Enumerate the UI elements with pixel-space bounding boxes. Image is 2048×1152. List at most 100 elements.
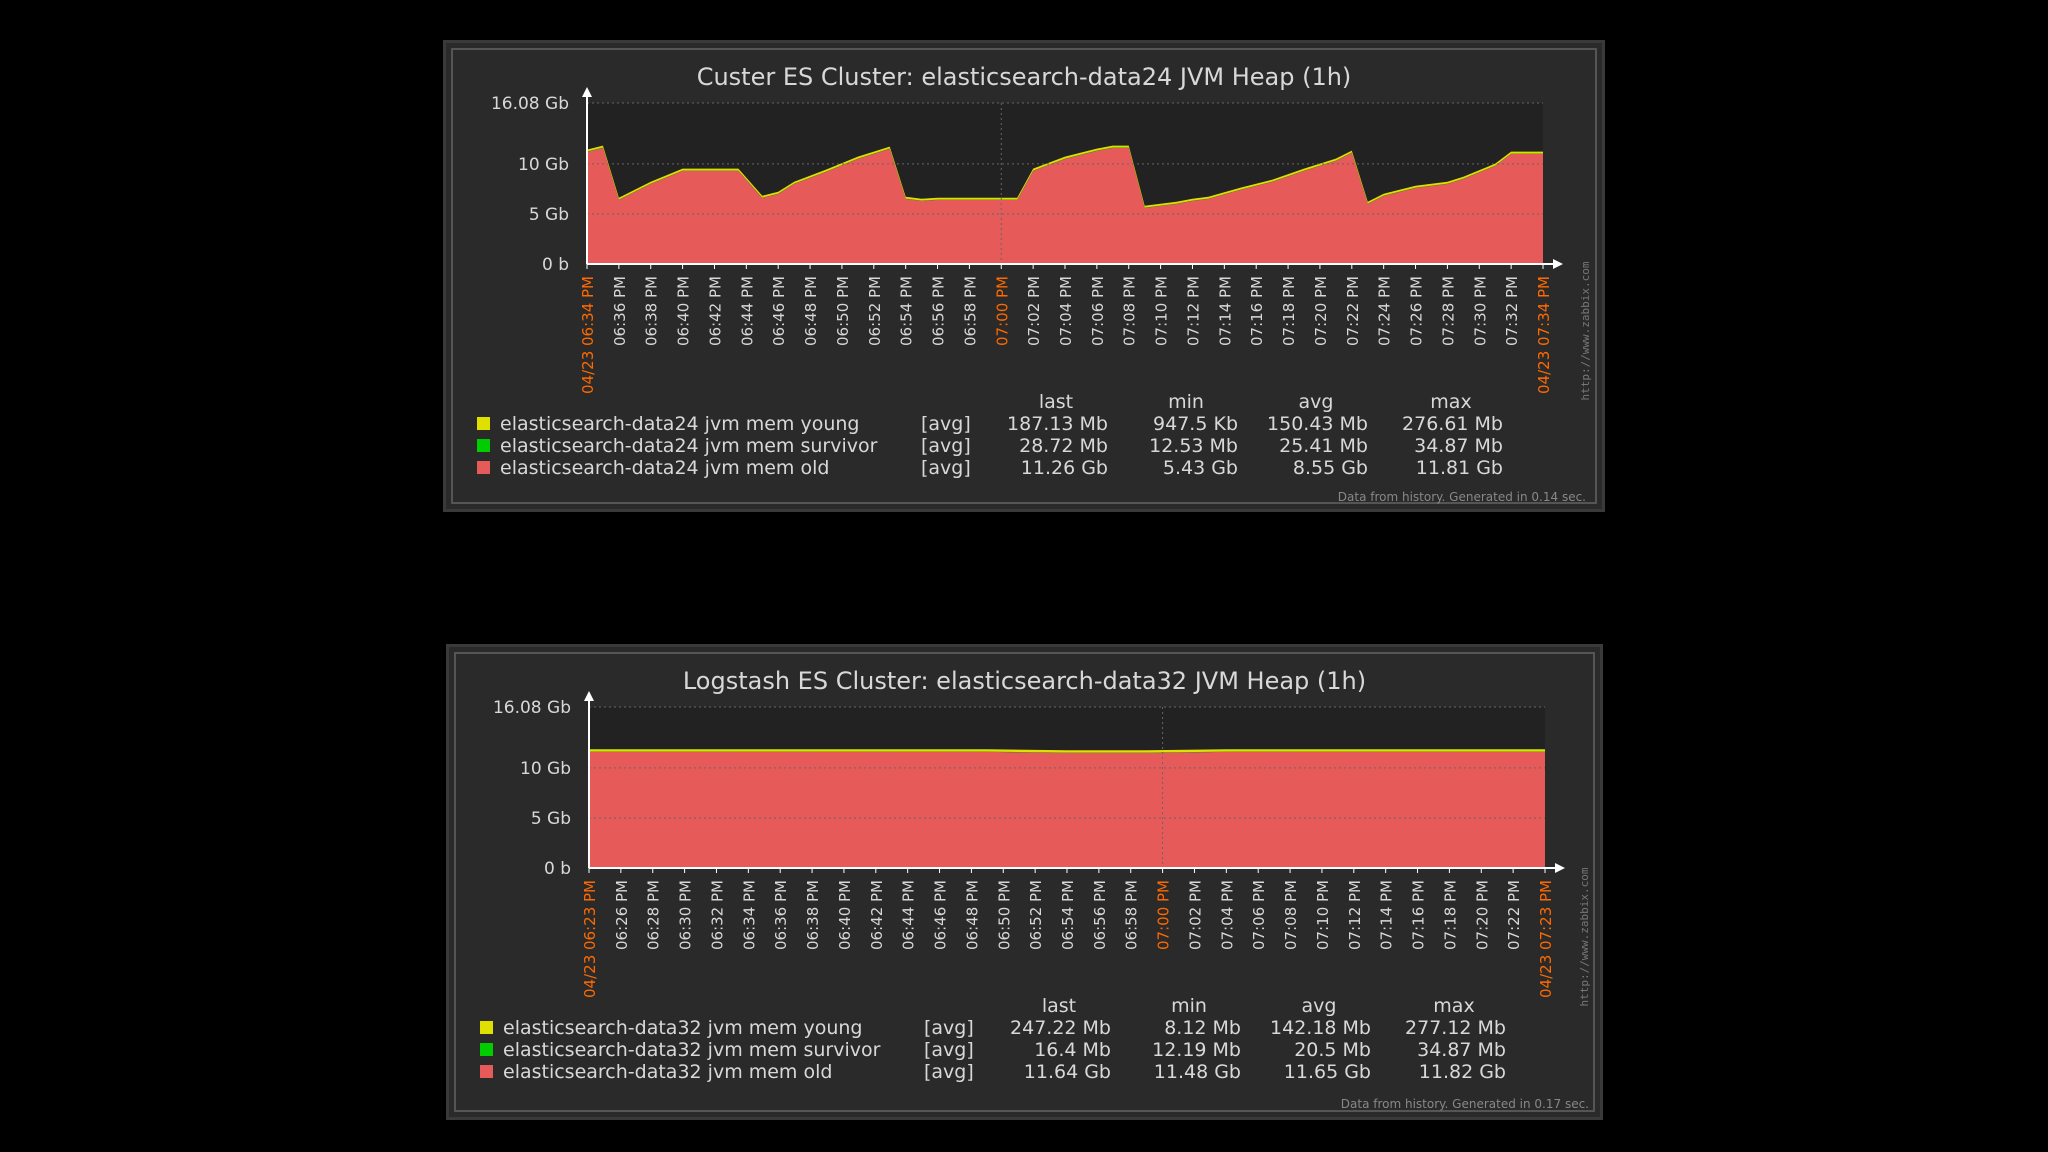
legend-value-min: 8.12 Mb [1164,1017,1241,1039]
x-tick-label: 07:02 PM [1025,276,1043,346]
legend-value-min: 947.5 Kb [1153,413,1238,435]
x-tick-label: 06:52 PM [866,276,884,346]
legend-series-name: elasticsearch-data24 jvm mem young [500,413,860,435]
legend-function: [avg] [924,1039,974,1061]
y-tick-label: 16.08 Gb [491,94,569,114]
x-tick-label: 07:20 PM [1473,880,1491,950]
x-tick-label: 06:44 PM [900,880,918,950]
y-tick-label: 0 b [544,859,571,879]
x-tick-label: 06:58 PM [961,276,979,346]
x-tick-label: 07:18 PM [1441,880,1459,950]
chart-title: Logstash ES Cluster: elasticsearch-data3… [683,667,1366,695]
x-tick-label: 07:08 PM [1121,276,1139,346]
chart-title: Custer ES Cluster: elasticsearch-data24 … [697,63,1352,91]
legend-value-max: 11.82 Gb [1419,1061,1506,1083]
x-axis-arrow [1553,259,1563,269]
legend-value-min: 5.43 Gb [1163,457,1238,479]
legend-value-avg: 11.65 Gb [1284,1061,1371,1083]
x-tick-label: 06:56 PM [1091,880,1109,950]
x-tick-label: 06:32 PM [708,880,726,950]
x-tick-label: 06:48 PM [963,880,981,950]
x-tick-label: 07:18 PM [1280,276,1298,346]
zabbix-watermark: http://www.zabbix.com [1579,261,1592,400]
legend-value-max: 11.81 Gb [1416,457,1503,479]
legend-header-last: last [1042,995,1076,1017]
x-tick-label: 07:02 PM [1186,880,1204,950]
y-tick-label: 0 b [542,255,569,275]
legend-series-name: elasticsearch-data32 jvm mem old [503,1061,832,1083]
x-tick-label: 04/23 07:23 PM [1537,880,1555,998]
legend-value-last: 28.72 Mb [1019,435,1108,457]
legend-header-last: last [1039,391,1073,413]
legend-swatch-young [477,417,490,430]
x-tick-label: 07:00 PM [993,276,1011,346]
x-tick-label: 06:42 PM [706,276,724,346]
y-tick-label: 5 Gb [529,205,569,225]
legend-value-last: 187.13 Mb [1007,413,1108,435]
legend-function: [avg] [921,413,971,435]
legend-value-avg: 142.18 Mb [1270,1017,1371,1039]
series-young-area [587,145,1543,208]
legend-function: [avg] [924,1017,974,1039]
legend-value-max: 34.87 Mb [1417,1039,1506,1061]
x-tick-label: 06:40 PM [836,880,854,950]
x-tick-label: 06:46 PM [770,276,788,346]
legend-header-max: max [1430,391,1471,413]
legend-value-last: 16.4 Mb [1034,1039,1111,1061]
zabbix-watermark: http://www.zabbix.com [1578,867,1591,1006]
x-tick-label: 07:00 PM [1155,880,1173,950]
legend-swatch-old [480,1065,493,1078]
x-axis-arrow [1555,863,1565,873]
legend-header-min: min [1171,995,1207,1017]
x-tick-label: 06:26 PM [613,880,631,950]
legend-header-avg: avg [1302,995,1337,1017]
x-tick-label: 06:36 PM [611,276,629,346]
legend-series-name: elasticsearch-data24 jvm mem old [500,457,829,479]
legend-value-avg: 150.43 Mb [1267,413,1368,435]
x-tick-label: 06:38 PM [643,276,661,346]
x-tick-label: 04/23 06:23 PM [581,880,599,998]
graph-panel-data24: Custer ES Cluster: elasticsearch-data24 … [443,40,1605,512]
x-tick-label: 07:14 PM [1378,880,1396,950]
legend-header-min: min [1168,391,1204,413]
legend-value-last: 11.64 Gb [1024,1061,1111,1083]
x-tick-label: 07:04 PM [1057,276,1075,346]
generated-footer: Data from history. Generated in 0.14 sec… [1338,490,1586,504]
x-tick-label: 07:14 PM [1216,276,1234,346]
series-survivor-area [589,751,1545,753]
x-tick-label: 07:22 PM [1344,276,1362,346]
series-young-area [589,749,1545,753]
y-tick-label: 10 Gb [520,759,571,779]
x-tick-label: 07:16 PM [1248,276,1266,346]
legend-function: [avg] [921,457,971,479]
x-tick-label: 06:40 PM [675,276,693,346]
x-tick-label: 07:16 PM [1410,880,1428,950]
x-tick-label: 06:54 PM [1059,880,1077,950]
graph-panel-border [451,48,1597,504]
x-tick-label: 07:10 PM [1314,880,1332,950]
legend-swatch-survivor [480,1043,493,1056]
x-tick-label: 06:50 PM [834,276,852,346]
series-old-area [589,751,1545,868]
legend-header-avg: avg [1299,391,1334,413]
x-tick-label: 07:26 PM [1408,276,1426,346]
legend-value-max: 34.87 Mb [1414,435,1503,457]
x-tick-label: 06:58 PM [1123,880,1141,950]
x-tick-label: 07:04 PM [1218,880,1236,950]
x-tick-label: 04/23 07:34 PM [1535,276,1553,394]
legend-value-avg: 25.41 Mb [1279,435,1368,457]
x-tick-label: 07:22 PM [1505,880,1523,950]
legend-value-avg: 8.55 Gb [1293,457,1368,479]
legend-swatch-old [477,461,490,474]
x-tick-label: 06:52 PM [1027,880,1045,950]
series-old-area [587,147,1543,264]
x-tick-label: 07:08 PM [1282,880,1300,950]
x-tick-label: 07:32 PM [1503,276,1521,346]
x-tick-label: 06:56 PM [930,276,948,346]
x-tick-label: 06:34 PM [740,880,758,950]
x-tick-label: 07:30 PM [1471,276,1489,346]
legend-value-min: 12.19 Mb [1152,1039,1241,1061]
x-tick-label: 04/23 06:34 PM [579,276,597,394]
x-tick-label: 06:30 PM [677,880,695,950]
x-tick-label: 06:44 PM [738,276,756,346]
